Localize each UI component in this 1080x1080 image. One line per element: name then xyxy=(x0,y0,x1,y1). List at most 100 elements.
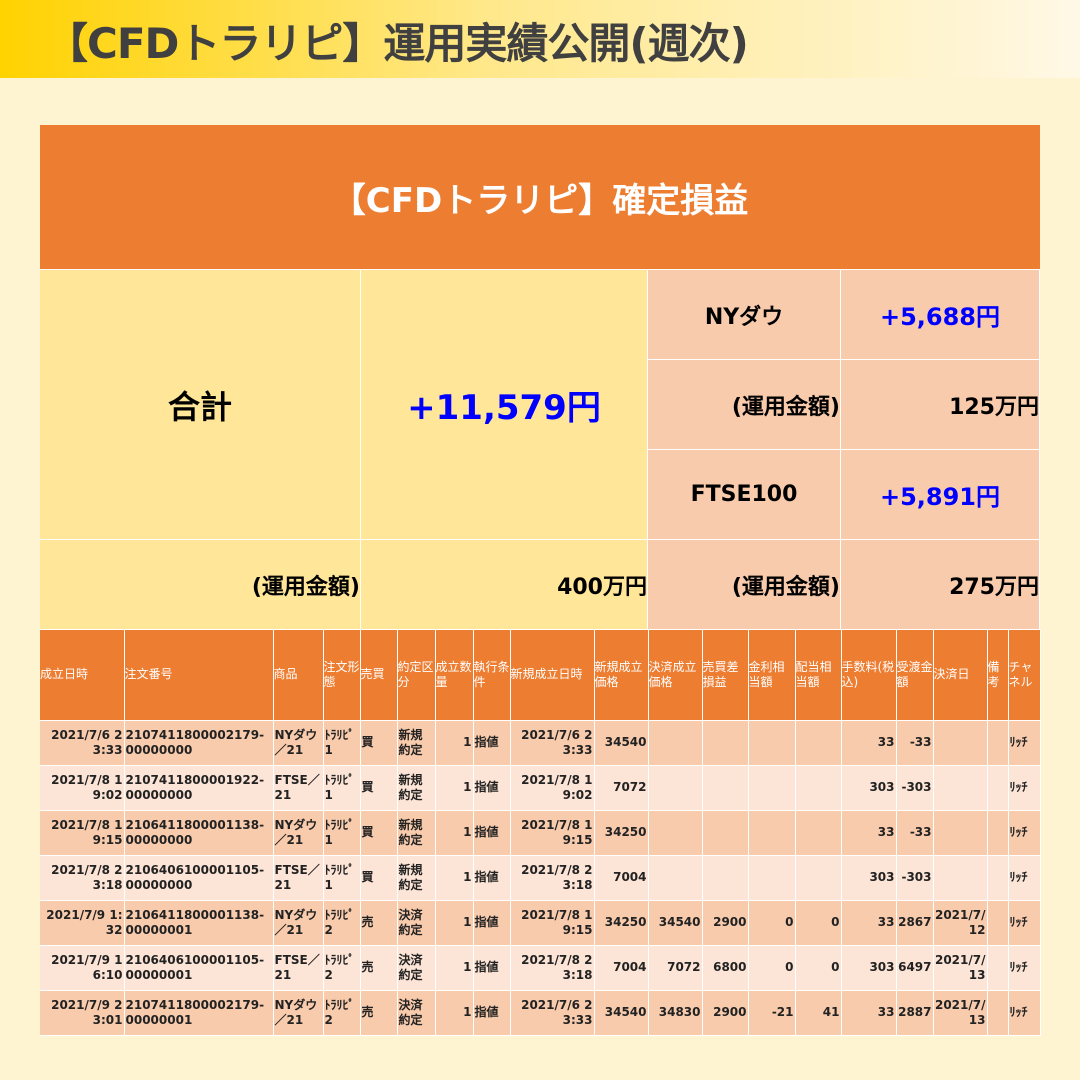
table-cell: 2106411800001138-00000000 xyxy=(124,810,274,856)
table-cell: 6497 xyxy=(896,945,934,991)
column-header: 執行条件 xyxy=(473,630,511,721)
table-cell: NYダウ／21 xyxy=(273,720,324,766)
table-cell: ﾄﾗﾘﾋﾟ2 xyxy=(323,900,361,946)
title-banner: 【CFDトラリピ】運用実績公開(週次) xyxy=(0,0,1080,78)
table-cell: 2021/7/9 16:10 xyxy=(40,945,125,991)
table-cell: 1 xyxy=(435,810,474,856)
table-cell xyxy=(987,810,1009,856)
table-cell: 34540 xyxy=(594,990,649,1036)
table-cell: 34540 xyxy=(594,720,649,766)
table-cell xyxy=(702,810,749,856)
table-row: 2021/7/9 23:01 2107411800002179-00000001 N… xyxy=(40,990,1041,1036)
table-cell: 2021/7/13 xyxy=(933,945,988,991)
table-cell: 決済約定 xyxy=(397,900,436,946)
table-cell: 2900 xyxy=(702,990,749,1036)
table-cell: 2021/7/9 1:32 xyxy=(40,900,125,946)
table-cell: 指値 xyxy=(473,855,511,901)
table-cell xyxy=(702,855,749,901)
table-cell: 新規約定 xyxy=(397,765,436,811)
total-value: +11,579円 xyxy=(361,270,648,540)
item-pl: +5,891円 xyxy=(841,450,1040,540)
table-cell: 売 xyxy=(360,945,398,991)
table-cell: 303 xyxy=(841,765,897,811)
table-cell xyxy=(987,855,1009,901)
table-cell xyxy=(748,810,796,856)
table-cell: 1 xyxy=(435,990,474,1036)
table-cell xyxy=(987,900,1009,946)
table-cell: ﾘｯﾁ xyxy=(1008,765,1041,811)
page-title: 【CFDトラリピ】運用実績公開(週次) xyxy=(46,19,749,68)
table-cell xyxy=(795,765,842,811)
table-cell: 1 xyxy=(435,945,474,991)
item-capital-label: (運用金額) xyxy=(648,360,841,450)
item-capital-label: (運用金額) xyxy=(648,540,841,630)
table-cell: FTSE／21 xyxy=(273,945,324,991)
item-capital: 125万円 xyxy=(841,360,1040,450)
table-cell xyxy=(702,720,749,766)
table-row: 2021/7/8 19:15 2106411800001138-00000000 N… xyxy=(40,810,1041,856)
table-cell: 0 xyxy=(795,945,842,991)
table-cell: 33 xyxy=(841,990,897,1036)
table-cell: 新規約定 xyxy=(397,855,436,901)
table-cell: ﾘｯﾁ xyxy=(1008,990,1041,1036)
table-cell: 0 xyxy=(748,900,796,946)
table-cell: 7004 xyxy=(594,945,649,991)
table-cell: 6800 xyxy=(702,945,749,991)
column-header: 決済成立価格 xyxy=(648,630,703,721)
table-cell: 303 xyxy=(841,855,897,901)
table-cell: 1 xyxy=(435,720,474,766)
table-cell: 決済約定 xyxy=(397,945,436,991)
table-cell: 新規約定 xyxy=(397,720,436,766)
table-cell: 2900 xyxy=(702,900,749,946)
column-header: 新規成立日時 xyxy=(510,630,595,721)
table-cell: 2887 xyxy=(896,990,934,1036)
table-cell: 買 xyxy=(360,765,398,811)
table-cell: 0 xyxy=(795,900,842,946)
table-cell: 買 xyxy=(360,855,398,901)
column-header: 約定区分 xyxy=(397,630,436,721)
table-cell: 2867 xyxy=(896,900,934,946)
table-cell: 7004 xyxy=(594,855,649,901)
table-cell: 2021/7/8 19:15 xyxy=(40,810,125,856)
table-cell: 2021/7/9 23:01 xyxy=(40,990,125,1036)
table-cell: 決済約定 xyxy=(397,990,436,1036)
table-cell: 指値 xyxy=(473,945,511,991)
table-cell: ﾘｯﾁ xyxy=(1008,945,1041,991)
table-cell: ﾄﾗﾘﾋﾟ1 xyxy=(323,720,361,766)
column-header: 注文形態 xyxy=(323,630,361,721)
table-cell xyxy=(987,720,1009,766)
table-cell: 2021/7/8 23:18 xyxy=(40,855,125,901)
table-cell: 2021/7/6 23:33 xyxy=(510,990,595,1036)
table-row: 2021/7/9 16:10 2106406100001105-00000001 F… xyxy=(40,945,1041,991)
table-cell xyxy=(748,855,796,901)
table-cell: 33 xyxy=(841,900,897,946)
table-row: 2021/7/9 1:32 2106411800001138-00000001 NY… xyxy=(40,900,1041,946)
table-cell: 2021/7/12 xyxy=(933,900,988,946)
table-cell: 34540 xyxy=(648,900,703,946)
table-row: 2021/7/8 23:18 2106406100001105-00000000 F… xyxy=(40,855,1041,901)
item-capital: 275万円 xyxy=(841,540,1040,630)
table-cell xyxy=(933,765,988,811)
table-cell xyxy=(795,855,842,901)
table-cell: 0 xyxy=(748,945,796,991)
table-cell: 33 xyxy=(841,810,897,856)
total-label: 合計 xyxy=(40,270,361,540)
table-cell: 7072 xyxy=(648,945,703,991)
column-header: 手数料(税込) xyxy=(841,630,897,721)
table-cell xyxy=(933,810,988,856)
table-cell xyxy=(648,720,703,766)
table-header-row: 成立日時 注文番号 商品 注文形態 売買 約定区分 成立数量 執行条件 新規成立日時 新規成立価格… xyxy=(40,630,1041,721)
table-cell: ﾄﾗﾘﾋﾟ2 xyxy=(323,990,361,1036)
table-cell: 売 xyxy=(360,990,398,1036)
table-cell: 売 xyxy=(360,900,398,946)
table-cell: 2021/7/8 19:15 xyxy=(510,900,595,946)
table-cell xyxy=(648,855,703,901)
table-cell: 2021/7/8 19:15 xyxy=(510,810,595,856)
summary-heading: 【CFDトラリピ】確定損益 xyxy=(40,125,1040,270)
table-cell: -303 xyxy=(896,765,934,811)
table-cell xyxy=(648,765,703,811)
table-cell: 34250 xyxy=(594,810,649,856)
table-cell xyxy=(933,720,988,766)
table-cell xyxy=(987,945,1009,991)
table-cell: ﾄﾗﾘﾋﾟ1 xyxy=(323,855,361,901)
